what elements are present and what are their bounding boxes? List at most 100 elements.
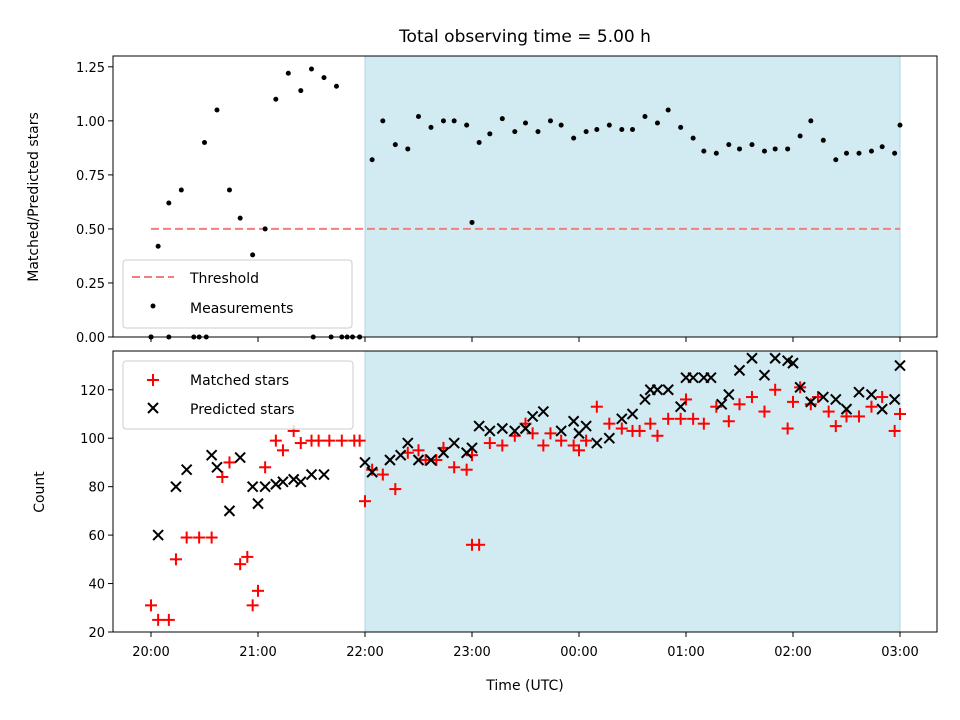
- predicted-star-point: [567, 415, 580, 427]
- predicted-star-x-b: [746, 352, 758, 364]
- measurement-point: [321, 75, 327, 81]
- predicted-star-x-b: [496, 422, 509, 435]
- predicted-star-point: [246, 480, 259, 493]
- predicted-star-point: [496, 422, 509, 435]
- predicted-star-x-b: [723, 388, 735, 401]
- matched-star-point: [662, 412, 675, 425]
- predicted-star-x-b: [705, 371, 717, 384]
- predicted-star-point: [651, 384, 664, 396]
- measurement-point: [166, 200, 172, 206]
- measurement-point: [833, 157, 839, 163]
- measurement-point: [856, 150, 862, 156]
- measurement-point: [797, 133, 803, 139]
- count-panel: 20 40 60 80 100 120 20:00 21:00 22:00 23:00 00:00…: [32, 350, 938, 694]
- x-tick-label: 01:00: [667, 645, 704, 660]
- predicted-star-point: [384, 454, 396, 466]
- chart-title: Total observing time = 5.00 h: [398, 27, 651, 47]
- predicted-star-point: [318, 468, 330, 481]
- predicted-star-x-b: [876, 403, 888, 415]
- predicted-star-x-b: [865, 388, 878, 401]
- measurement-point: [868, 148, 874, 154]
- matched-star-point: [162, 613, 175, 626]
- predicted-star-x-b: [259, 480, 271, 493]
- matched-star-point: [865, 400, 878, 413]
- predicted-star-x-b: [603, 432, 616, 444]
- ratio-y-ticks: 0.00 0.25 0.50 0.75 1.00 1.25: [76, 61, 113, 346]
- y-tick-label: 40: [88, 578, 105, 593]
- predicted-star-point: [252, 497, 264, 510]
- matched-star-point: [145, 599, 157, 612]
- predicted-star-point: [794, 381, 806, 394]
- measurement-point: [654, 120, 660, 126]
- predicted-stars-points: [152, 352, 906, 541]
- y-tick-label: 0.00: [76, 331, 105, 346]
- predicted-star-point: [402, 437, 414, 449]
- measurement-point: [262, 226, 268, 232]
- matched-star-point: [573, 444, 585, 457]
- predicted-star-x-b: [252, 497, 264, 510]
- predicted-star-point: [626, 408, 639, 420]
- matched-star-point: [644, 417, 657, 430]
- measurement-point: [226, 187, 232, 193]
- legend-measurements-label: Measurements: [190, 301, 293, 317]
- predicted-star-point: [152, 529, 164, 541]
- predicted-star-point: [830, 393, 842, 406]
- measurement-point: [785, 146, 791, 152]
- predicted-star-x-b: [295, 476, 307, 488]
- y-tick-label: 0.25: [76, 277, 105, 292]
- measurement-point: [606, 122, 612, 128]
- predicted-star-x-b: [394, 449, 407, 461]
- predicted-star-point: [180, 463, 193, 476]
- predicted-star-point: [853, 386, 865, 398]
- predicted-star-point: [591, 437, 603, 449]
- predicted-star-x-b: [805, 396, 817, 408]
- matched-star-point: [252, 584, 264, 597]
- predicted-star-point: [277, 476, 289, 488]
- predicted-star-x-b: [234, 451, 246, 464]
- matched-star-point: [651, 429, 664, 442]
- measurement-point: [749, 142, 755, 148]
- measurement-point: [690, 135, 696, 141]
- measurement-point: [333, 83, 339, 89]
- matched-star-point: [353, 434, 366, 447]
- matched-star-point: [769, 383, 782, 396]
- predicted-star-x-b: [526, 410, 539, 423]
- predicted-star-x-b: [246, 480, 259, 493]
- matched-star-point: [603, 417, 616, 430]
- measurement-point: [469, 219, 475, 225]
- measurement-point: [558, 122, 564, 128]
- measurement-point: [405, 146, 411, 152]
- measurement-point: [298, 88, 304, 94]
- matched-star-point: [412, 444, 425, 457]
- ratio-panel: 0.00 0.25 0.50 0.75 1.00 1.25 Matched/Predict…: [26, 55, 938, 346]
- legend-predicted-swatch: [147, 402, 159, 414]
- predicted-star-point: [526, 410, 539, 423]
- predicted-star-x-b: [366, 466, 378, 478]
- y-tick-label: 80: [88, 481, 105, 496]
- measurement-point: [619, 126, 625, 132]
- predicted-star-point: [295, 476, 307, 488]
- matched-star-point: [888, 424, 901, 437]
- predicted-star-point: [519, 422, 532, 435]
- predicted-star-point: [888, 393, 901, 406]
- matched-star-point: [852, 410, 865, 423]
- measurement-point: [464, 122, 470, 128]
- predicted-star-point: [865, 388, 878, 401]
- predicted-star-point: [687, 371, 699, 384]
- predicted-star-x-b: [537, 405, 550, 418]
- predicted-star-point: [674, 401, 687, 413]
- matched-star-point: [829, 420, 842, 433]
- matched-star-point: [526, 427, 539, 440]
- measurement-point: [285, 70, 291, 76]
- measurement-point: [392, 142, 398, 148]
- predicted-star-x-b: [733, 364, 746, 377]
- matched-star-point: [169, 553, 182, 566]
- matched-star-point: [460, 463, 473, 476]
- measurement-point: [214, 107, 220, 113]
- matched-star-point: [359, 495, 371, 508]
- y-tick-label: 0.50: [76, 223, 105, 238]
- matched-star-point: [152, 613, 165, 626]
- matched-star-point: [894, 407, 906, 420]
- ratio-x-ticks: [150, 337, 901, 342]
- predicted-star-x-b: [769, 352, 781, 364]
